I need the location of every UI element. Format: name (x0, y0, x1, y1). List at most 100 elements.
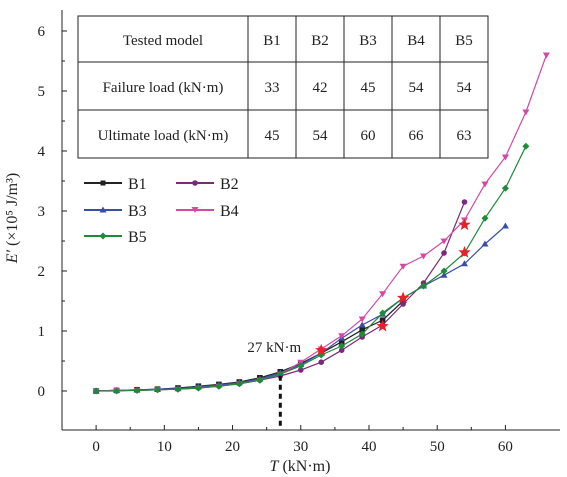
table-header-b2: B2 (311, 33, 329, 49)
x-tick-label: 10 (157, 439, 172, 455)
data-point-b5 (501, 184, 509, 192)
table-header-b5: B5 (455, 33, 473, 49)
legend-label-b1: B1 (128, 176, 147, 193)
table-cell-failure-b4: 54 (409, 80, 425, 96)
legend-marker-b2 (192, 180, 198, 186)
legend: B1 B2 B3 B4 B5 (84, 176, 239, 246)
series-line-b2 (96, 201, 466, 392)
legend-label-b2: B2 (220, 176, 239, 193)
data-point-b5 (481, 214, 489, 222)
y-axis-variable: E′ (4, 249, 21, 264)
data-point-b3 (358, 321, 366, 328)
data-point-b2 (400, 301, 406, 307)
table-header-b1: B1 (263, 33, 281, 49)
data-point-b4 (358, 316, 366, 323)
data-point-b2 (297, 367, 304, 373)
data-point-b5 (420, 282, 428, 290)
x-tick-label: 60 (498, 439, 513, 455)
data-point-b4 (481, 181, 489, 188)
data-point-b5 (440, 267, 448, 275)
series-b2 (93, 199, 468, 394)
x-tick-label: 0 (92, 439, 100, 455)
x-tick-label: 40 (361, 439, 376, 455)
data-point-b5 (194, 384, 202, 392)
table-border (77, 15, 489, 159)
legend-marker-b5 (99, 232, 107, 240)
data-point-b5 (154, 386, 162, 394)
data-point-b3 (440, 271, 448, 278)
y-tick-label: 0 (38, 384, 46, 400)
data-point-b5 (338, 342, 346, 350)
data-point-b4 (379, 291, 387, 298)
data-point-b5 (235, 380, 243, 388)
data-point-b1 (359, 327, 365, 333)
data-point-b4 (440, 238, 448, 245)
x-tick-label: 20 (225, 439, 240, 455)
data-point-b4 (542, 52, 550, 59)
table-cell-failure-b3: 45 (361, 80, 376, 96)
table-header-tested-model: Tested model (123, 33, 203, 49)
legend-label-b5: B5 (128, 229, 147, 246)
y-tick-label: 4 (38, 144, 46, 160)
y-tick-label: 5 (38, 84, 46, 100)
x-axis-unit: (kN·m) (278, 458, 330, 475)
data-point-b5 (92, 387, 100, 395)
data-point-b2 (318, 359, 325, 366)
legend-marker-b1 (100, 180, 106, 186)
annotation-label: 27 kN·m (247, 340, 301, 356)
data-point-b3 (501, 222, 509, 229)
table-cell-ultimate-b4: 66 (409, 128, 425, 144)
data-point-b5 (297, 362, 305, 370)
data-point-b5 (215, 382, 223, 390)
y-tick-label: 1 (38, 324, 46, 340)
table-row-label-ultimate-load: Ultimate load (kN·m) (98, 128, 229, 144)
table-cell-ultimate-b3: 60 (361, 128, 376, 144)
data-point-b5 (522, 142, 530, 150)
data-point-b1 (338, 339, 345, 345)
table-cell-ultimate-b2: 54 (313, 128, 329, 144)
failure-star-b3 (396, 291, 410, 304)
legend-item-b3: B3 (84, 203, 147, 220)
y-tick-label: 6 (38, 24, 46, 40)
data-point-b5 (358, 330, 366, 338)
legend-item-b1: B1 (84, 176, 147, 193)
legend-marker-b4 (191, 207, 199, 213)
table-cell-failure-b5: 54 (457, 80, 473, 96)
failure-star-b2 (376, 319, 389, 332)
data-point-b5 (256, 376, 264, 384)
x-tick-label: 30 (293, 439, 308, 455)
legend-item-b4: B4 (176, 203, 239, 220)
data-point-b4 (420, 253, 428, 260)
table-cell-failure-b2: 42 (313, 80, 328, 96)
failure-star-b4 (458, 218, 471, 231)
data-point-b5 (379, 309, 387, 317)
table-row-label-failure-load: Failure load (kN·m) (103, 80, 224, 96)
y-tick-label: 3 (38, 204, 46, 220)
legend-marker-b3 (99, 206, 107, 213)
load-table: Tested model B1 B2 B3 B4 B5 Failure load… (77, 15, 489, 159)
data-point-b5 (174, 385, 182, 393)
legend-label-b4: B4 (220, 203, 239, 220)
data-point-b4 (338, 333, 346, 340)
table-cell-ultimate-b1: 45 (265, 128, 280, 144)
data-point-b5 (276, 370, 284, 378)
failure-star-b5 (458, 245, 471, 258)
series-line-b5 (96, 145, 527, 392)
table-cell-failure-b1: 33 (265, 80, 280, 96)
series-b5 (92, 142, 530, 395)
table-cell-ultimate-b5: 63 (457, 128, 472, 144)
data-point-b2 (338, 347, 345, 354)
failure-star-b1 (315, 343, 328, 356)
data-point-b4 (399, 263, 407, 270)
table-header-b3: B3 (359, 33, 377, 49)
legend-item-b2: B2 (176, 176, 239, 193)
y-axis-unit: (×10⁵ J/m³) (4, 173, 21, 250)
legend-item-b5: B5 (84, 229, 147, 246)
data-point-b3 (460, 260, 468, 267)
y-axis-title: E′ (×10⁵ J/m³) (4, 173, 21, 264)
data-point-b5 (113, 387, 121, 395)
legend-label-b3: B3 (128, 203, 147, 220)
data-point-b5 (133, 386, 141, 394)
